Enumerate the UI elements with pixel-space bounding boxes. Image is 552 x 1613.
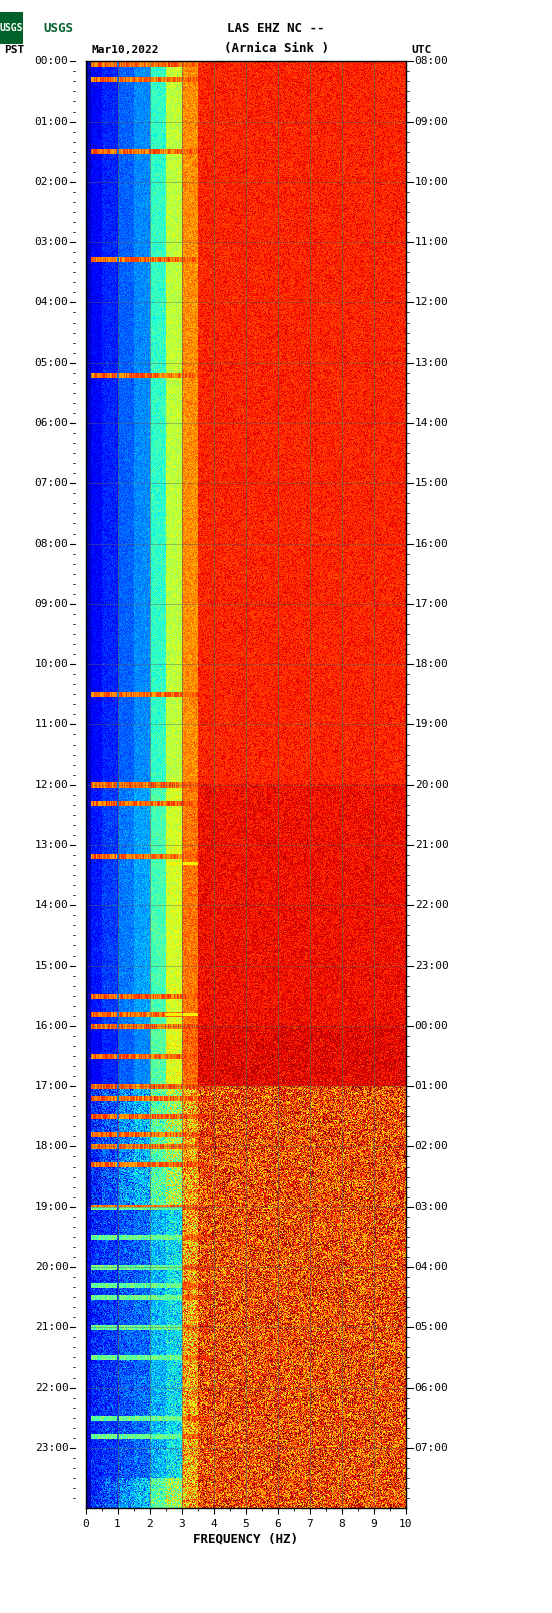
- Text: 23:00: 23:00: [35, 1444, 68, 1453]
- Text: 20:00: 20:00: [415, 779, 448, 790]
- Text: 05:00: 05:00: [415, 1323, 448, 1332]
- Text: 18:00: 18:00: [35, 1142, 68, 1152]
- Text: LAS EHZ NC --: LAS EHZ NC --: [227, 23, 325, 35]
- Text: 21:00: 21:00: [415, 840, 448, 850]
- Text: 05:00: 05:00: [35, 358, 68, 368]
- Text: 23:00: 23:00: [415, 961, 448, 971]
- Text: 06:00: 06:00: [415, 1382, 448, 1392]
- Text: 02:00: 02:00: [415, 1142, 448, 1152]
- Text: 11:00: 11:00: [415, 237, 448, 247]
- X-axis label: FREQUENCY (HZ): FREQUENCY (HZ): [193, 1532, 298, 1545]
- Text: 02:00: 02:00: [35, 177, 68, 187]
- Text: 03:00: 03:00: [35, 237, 68, 247]
- Text: 09:00: 09:00: [415, 116, 448, 126]
- Text: 01:00: 01:00: [415, 1081, 448, 1090]
- Text: 16:00: 16:00: [415, 539, 448, 548]
- Text: 21:00: 21:00: [35, 1323, 68, 1332]
- Text: 01:00: 01:00: [35, 116, 68, 126]
- Text: 12:00: 12:00: [415, 297, 448, 308]
- Text: 09:00: 09:00: [35, 598, 68, 608]
- Text: 18:00: 18:00: [415, 660, 448, 669]
- Text: 04:00: 04:00: [35, 297, 68, 308]
- Text: 14:00: 14:00: [35, 900, 68, 910]
- FancyBboxPatch shape: [0, 13, 23, 45]
- Text: 12:00: 12:00: [35, 779, 68, 790]
- Text: 22:00: 22:00: [35, 1382, 68, 1392]
- Text: Mar10,2022: Mar10,2022: [91, 45, 158, 55]
- Text: 04:00: 04:00: [415, 1261, 448, 1273]
- Text: USGS: USGS: [0, 23, 23, 34]
- Text: 07:00: 07:00: [415, 1444, 448, 1453]
- Text: 19:00: 19:00: [415, 719, 448, 729]
- Text: 22:00: 22:00: [415, 900, 448, 910]
- Text: 19:00: 19:00: [35, 1202, 68, 1211]
- Text: (Arnica Sink ): (Arnica Sink ): [224, 42, 328, 55]
- Text: 08:00: 08:00: [35, 539, 68, 548]
- Text: 10:00: 10:00: [415, 177, 448, 187]
- Text: 17:00: 17:00: [415, 598, 448, 608]
- Text: 07:00: 07:00: [35, 479, 68, 489]
- Text: 00:00: 00:00: [415, 1021, 448, 1031]
- Text: 15:00: 15:00: [415, 479, 448, 489]
- Text: 10:00: 10:00: [35, 660, 68, 669]
- Text: 06:00: 06:00: [35, 418, 68, 427]
- Text: 15:00: 15:00: [35, 961, 68, 971]
- Text: USGS: USGS: [43, 21, 73, 35]
- Text: PST: PST: [4, 45, 24, 55]
- Text: UTC: UTC: [411, 45, 432, 55]
- Text: 14:00: 14:00: [415, 418, 448, 427]
- Text: 20:00: 20:00: [35, 1261, 68, 1273]
- Text: 08:00: 08:00: [415, 56, 448, 66]
- Text: 03:00: 03:00: [415, 1202, 448, 1211]
- Text: 11:00: 11:00: [35, 719, 68, 729]
- Text: 16:00: 16:00: [35, 1021, 68, 1031]
- Text: 13:00: 13:00: [415, 358, 448, 368]
- Text: 00:00: 00:00: [35, 56, 68, 66]
- Text: 13:00: 13:00: [35, 840, 68, 850]
- Text: 17:00: 17:00: [35, 1081, 68, 1090]
